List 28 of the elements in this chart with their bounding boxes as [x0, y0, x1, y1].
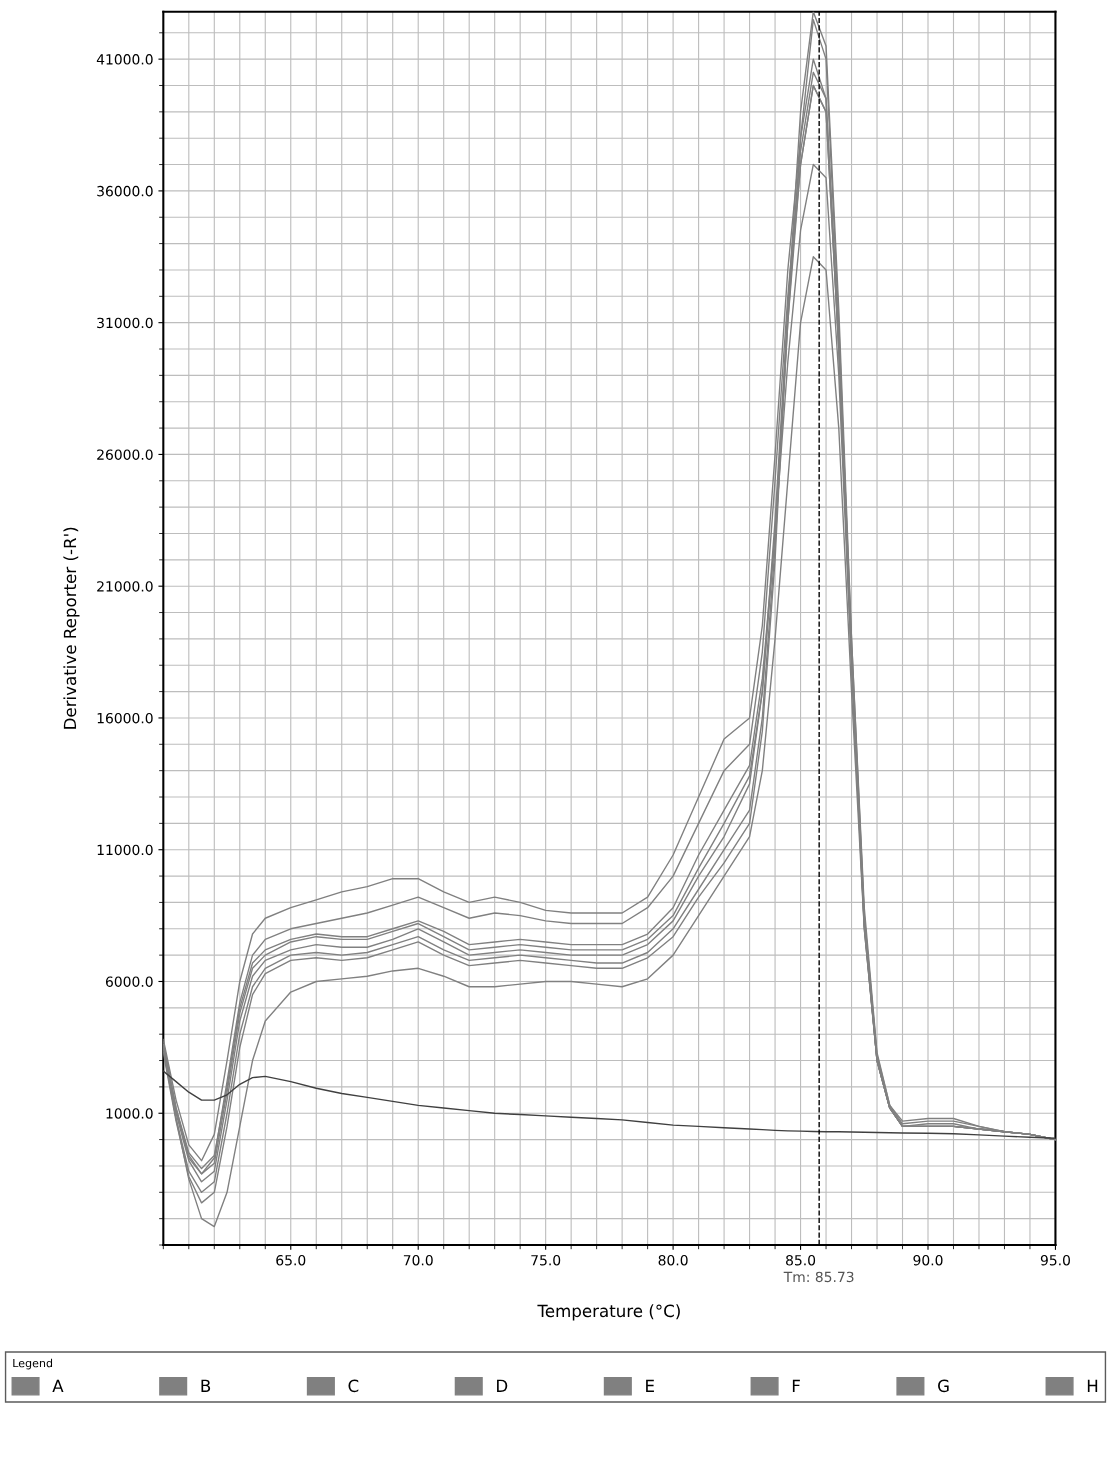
y-tick-label: 11000.0	[97, 844, 153, 856]
y-tick-label: 1000.0	[106, 1108, 153, 1119]
x-tick-label: 85.0	[786, 1254, 816, 1266]
x-tick-label: 90.0	[913, 1254, 943, 1266]
x-tick-label: 70.0	[403, 1254, 433, 1266]
legend-label: A	[52, 1379, 64, 1392]
legend-label: C	[348, 1379, 359, 1393]
y-tick-label: 6000.0	[105, 976, 153, 987]
y-tick-label: 16000.0	[97, 712, 153, 724]
legend-label: D	[497, 1379, 508, 1392]
x-tick-label: 65.0	[276, 1254, 306, 1266]
y-tick-label: 26000.0	[97, 449, 153, 460]
y-axis-title: Derivative Reporter (-R')	[63, 527, 80, 729]
legend-label: B	[201, 1379, 211, 1392]
legend-label: F	[792, 1379, 800, 1392]
x-tick-label: 80.0	[658, 1254, 688, 1266]
legend-label: G	[938, 1379, 949, 1393]
x-tick-label: 95.0	[1040, 1254, 1070, 1266]
legend-title: Legend	[13, 1358, 53, 1370]
ref-line-label: Tm: 85.73	[783, 1271, 854, 1283]
y-tick-label: 36000.0	[97, 185, 153, 197]
y-tick-label: 21000.0	[97, 581, 153, 592]
legend-label: E	[646, 1379, 654, 1392]
y-tick-label: 31000.0	[97, 317, 153, 329]
x-tick-label: 75.0	[531, 1254, 561, 1266]
legend-label: H	[1087, 1379, 1098, 1392]
x-axis-title: Temperature (°C)	[537, 1304, 680, 1321]
y-tick-label: 41000.0	[96, 54, 153, 65]
